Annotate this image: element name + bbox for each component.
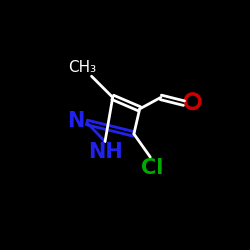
Text: CH₃: CH₃ (68, 60, 96, 75)
Text: NH: NH (88, 142, 122, 162)
Text: Cl: Cl (141, 158, 164, 178)
Text: N: N (68, 112, 85, 132)
